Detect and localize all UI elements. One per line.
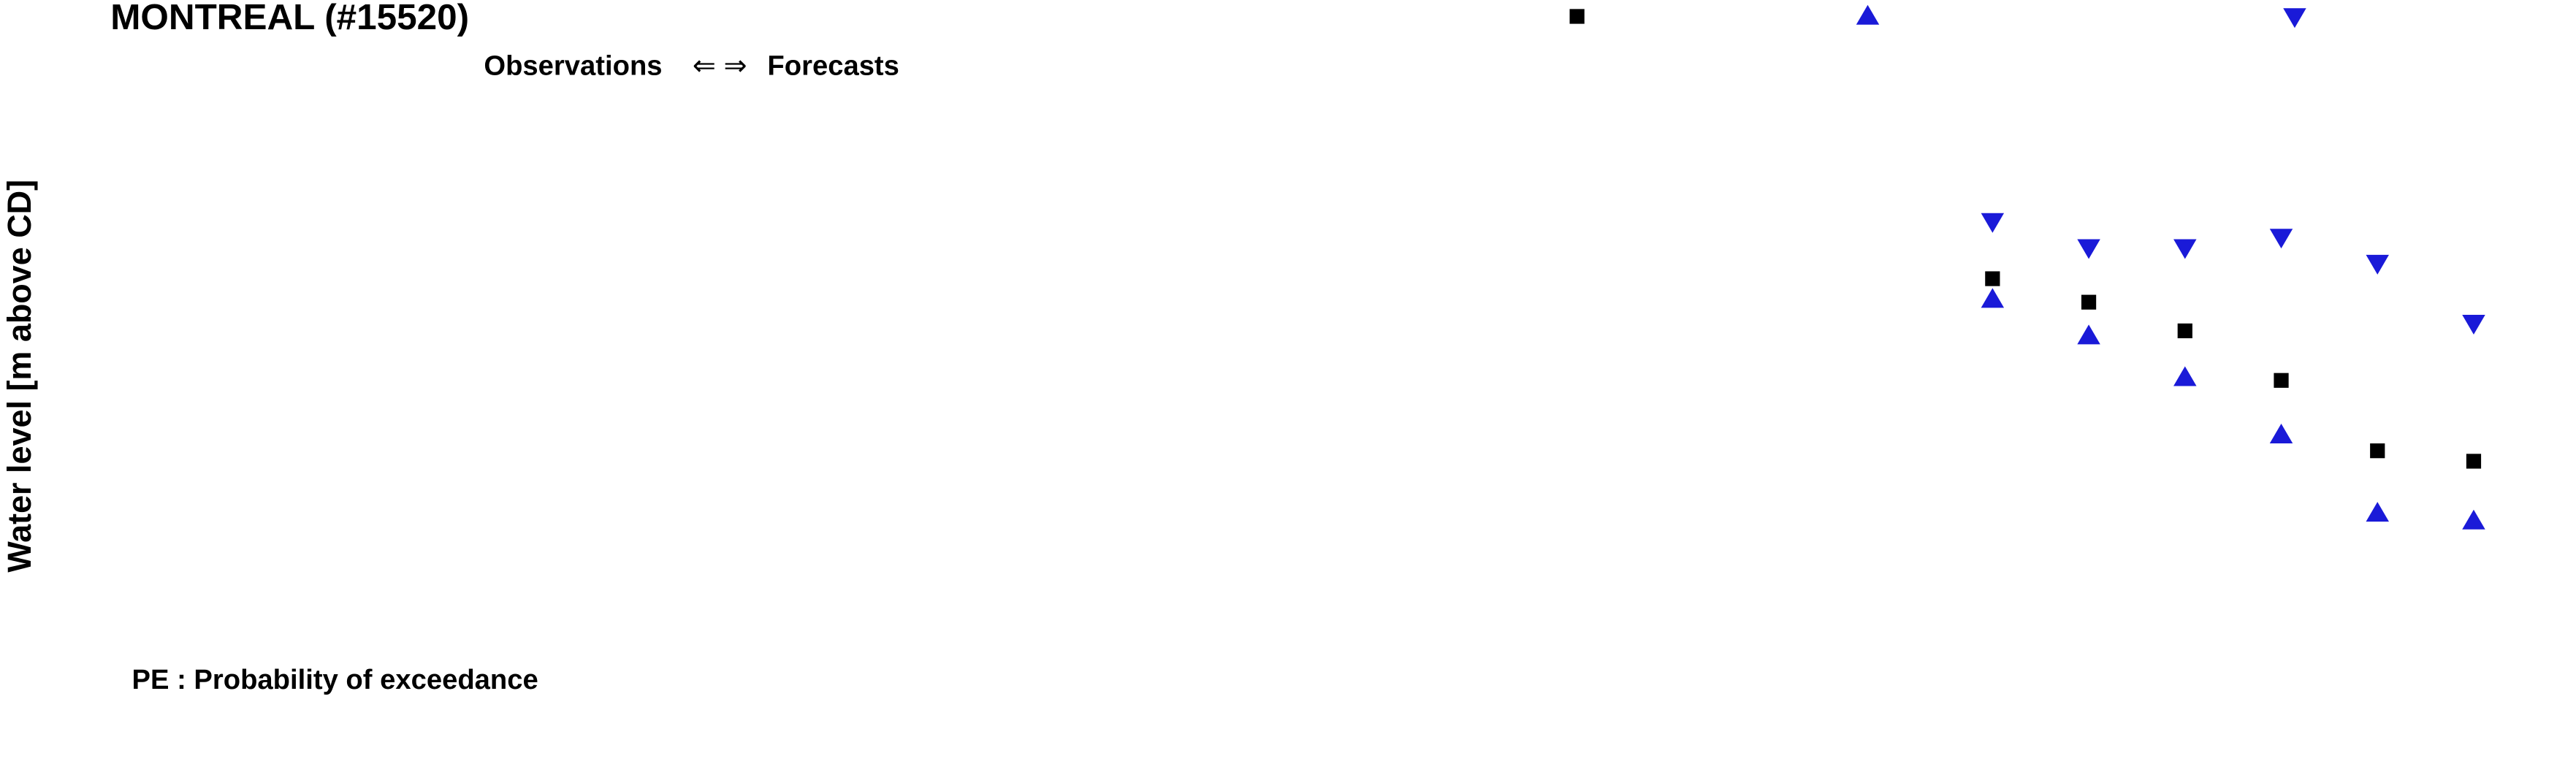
weekly-marker [2462, 315, 2485, 335]
weekly-marker [2462, 509, 2485, 530]
annotation: Forecasts [767, 50, 899, 81]
legend-marker [2283, 8, 2306, 28]
text-layer: MONTREAL (#15520) Water level [m above CD… [1, 0, 899, 695]
weekly-marker [2077, 324, 2100, 345]
weekly-marker [2370, 443, 2385, 459]
weekly-marker [1981, 213, 2005, 233]
annotation: ⇐ ⇒ [693, 50, 747, 81]
weekly-marker [2269, 229, 2293, 249]
weekly-marker [2274, 373, 2289, 388]
annotation: PE : Probability of exceedance [132, 664, 538, 695]
weekly-marker [2173, 366, 2197, 386]
weekly-marker [2366, 502, 2389, 522]
legend-marker [1856, 4, 1880, 25]
annotation: Observations [484, 50, 662, 81]
legend-marker [1569, 9, 1585, 24]
weekly-marker [2366, 254, 2389, 275]
weekly-marker [2081, 294, 2097, 310]
chart-title: MONTREAL (#15520) [110, 0, 469, 37]
y-axis-label: Water level [m above CD] [1, 180, 38, 573]
weekly-marker [2177, 323, 2192, 339]
weekly-marker [2077, 239, 2100, 259]
weekly-marker [1985, 271, 2000, 286]
weekly-marker [2466, 454, 2482, 469]
weekly-marker [2269, 424, 2293, 443]
weekly-marker [2173, 239, 2197, 259]
weekly-marker [1981, 288, 2005, 308]
marks-layer [1569, 4, 2485, 530]
